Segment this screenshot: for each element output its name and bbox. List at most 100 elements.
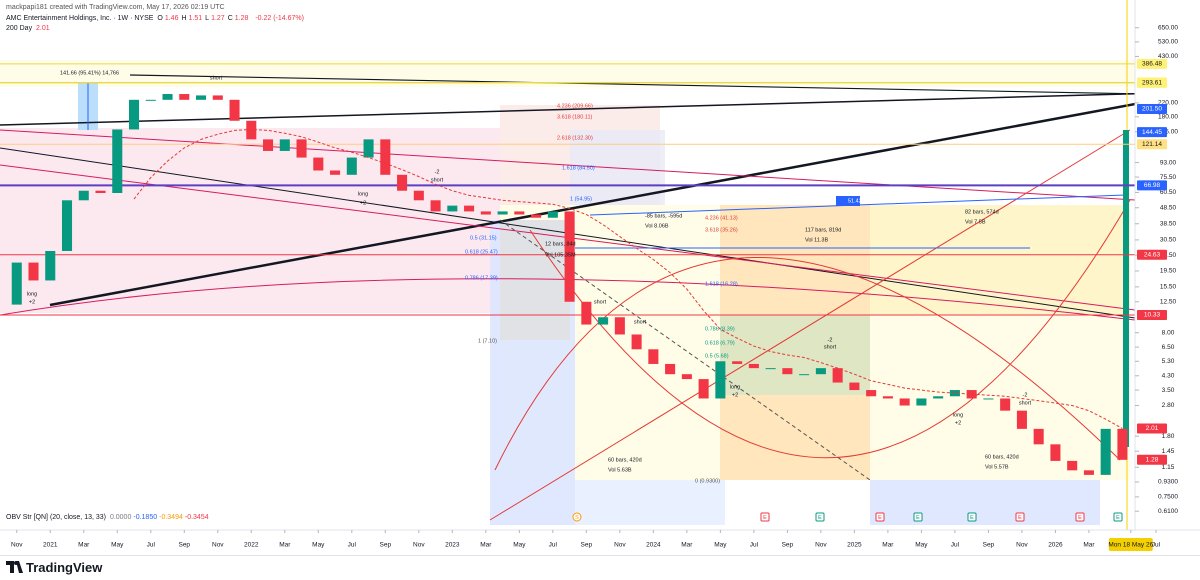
annotation: short	[594, 299, 607, 305]
ma-line: 200 Day 2.01	[6, 25, 52, 32]
candle	[1000, 398, 1011, 411]
candle	[1067, 460, 1078, 471]
x-tick-label: 2023	[445, 542, 460, 549]
event-marker	[875, 512, 885, 522]
annotation: 60 bars, 420d	[985, 454, 1019, 460]
candle	[681, 374, 692, 380]
x-tick-label: Mar	[882, 542, 894, 549]
x-tick-label: Mar	[681, 542, 693, 549]
candle	[480, 211, 491, 215]
event-label: E	[970, 515, 974, 521]
brand[interactable]: TradingView	[26, 560, 103, 575]
ohlc-key: L	[205, 15, 210, 22]
x-tick-label: May	[714, 542, 727, 549]
annotation: 1 (54.95)	[570, 196, 592, 202]
candle	[916, 398, 927, 406]
y-tick-label: 0.6100	[1158, 508, 1178, 515]
annotation: short	[634, 319, 647, 325]
candle	[598, 317, 609, 325]
x-tick-label: Jul	[549, 542, 558, 549]
x-tick-label: Jul	[951, 542, 960, 549]
indicator-label: OBV Str [QN] (20, close, 13, 33)	[6, 514, 106, 521]
x-tick-label: Jul	[348, 542, 357, 549]
candle	[145, 99, 156, 101]
trend-line	[0, 91, 1200, 126]
x-tick-label: 2026	[1048, 542, 1063, 549]
y-tick-label: 60.50	[1160, 189, 1177, 196]
candle	[949, 390, 960, 397]
fib-zone	[720, 315, 870, 395]
annotation: short	[431, 177, 444, 183]
x-tick-label: Nov	[815, 542, 827, 549]
y-tick-label: 1.80	[1162, 433, 1175, 440]
indicator-value: -0.3494	[159, 514, 183, 521]
candle	[430, 200, 441, 212]
event-marker	[815, 512, 825, 522]
price-label-box	[1137, 58, 1167, 69]
annotation: 82 bars, 574d	[965, 209, 999, 215]
y-tick-label: 8.00	[1162, 329, 1175, 336]
event-label: E	[878, 515, 882, 521]
price-label: 201.50	[1142, 106, 1162, 113]
x-tick-label: Mar	[279, 542, 291, 549]
candle	[28, 262, 39, 281]
candle	[665, 363, 676, 375]
series	[11, 94, 1128, 475]
candle	[648, 349, 659, 364]
creator: mackpapi181 created with TradingView.com…	[6, 4, 225, 11]
y-tick-label: 93.00	[1160, 159, 1177, 166]
annotation: 0.786 (8.39)	[705, 326, 735, 332]
event-marker	[760, 512, 770, 522]
event-marker	[1113, 512, 1123, 522]
candle	[564, 211, 575, 302]
event-label: E	[1116, 515, 1120, 521]
price-label: 24.63	[1144, 251, 1161, 258]
ohlc-key: C	[227, 15, 233, 22]
candle	[765, 368, 776, 370]
candle	[782, 368, 793, 375]
candle	[933, 396, 944, 399]
y-tick-label: 180.00	[1158, 114, 1178, 121]
price-label-box	[1137, 103, 1167, 114]
candle	[1050, 444, 1061, 461]
event-label: E	[818, 515, 822, 521]
candle	[631, 334, 642, 350]
annotation: 1.618 (84.50)	[562, 165, 595, 171]
annotation: Vol 11.3B	[805, 237, 828, 243]
x-tick-label: Mar	[1083, 542, 1095, 549]
candle	[413, 190, 424, 201]
candle	[346, 157, 357, 175]
annotation: 141.66 (95.41%) 14,766	[60, 70, 119, 76]
symbol: AMC Entertainment Holdings, Inc. · 1W · …	[6, 15, 154, 22]
candle	[279, 139, 290, 151]
candle	[128, 99, 140, 130]
candle	[78, 190, 89, 201]
candle	[497, 211, 508, 215]
price-label: 2.01	[1146, 425, 1159, 432]
annotation: 0.5 (5.68)	[705, 353, 729, 359]
annotation: Vol 7.5B	[965, 219, 986, 225]
candle	[229, 99, 240, 121]
y-tick-label: 75.50	[1160, 174, 1177, 181]
y-tick-label: 1.15	[1162, 464, 1175, 471]
annotation: Vol 5.63B	[608, 467, 632, 473]
event-marker	[1015, 512, 1025, 522]
candle	[866, 390, 877, 397]
label-box	[836, 196, 860, 206]
ohlc: O 1.46 H 1.51 L 1.27 C 1.28	[157, 15, 251, 22]
x-tick-label: Jul	[147, 542, 156, 549]
event-marker	[572, 512, 582, 522]
curve	[0, 278, 1136, 321]
indicator-values: 0.0000 -0.1850 -0.3494 -0.3454	[110, 514, 211, 521]
price-label-box	[1137, 454, 1167, 465]
annotation: short	[210, 75, 223, 81]
candle	[1016, 410, 1027, 429]
price-label-box	[1137, 127, 1167, 138]
candle	[832, 368, 843, 383]
candle	[799, 374, 810, 376]
x-tick-label: 2025	[847, 542, 862, 549]
y-tick-label: 0.7500	[1158, 494, 1178, 501]
candle	[1033, 428, 1044, 445]
candle	[547, 211, 558, 218]
labels: 650.00 530.00 430.00 220.00 180.00 145.00 93.0…	[11, 24, 1178, 551]
